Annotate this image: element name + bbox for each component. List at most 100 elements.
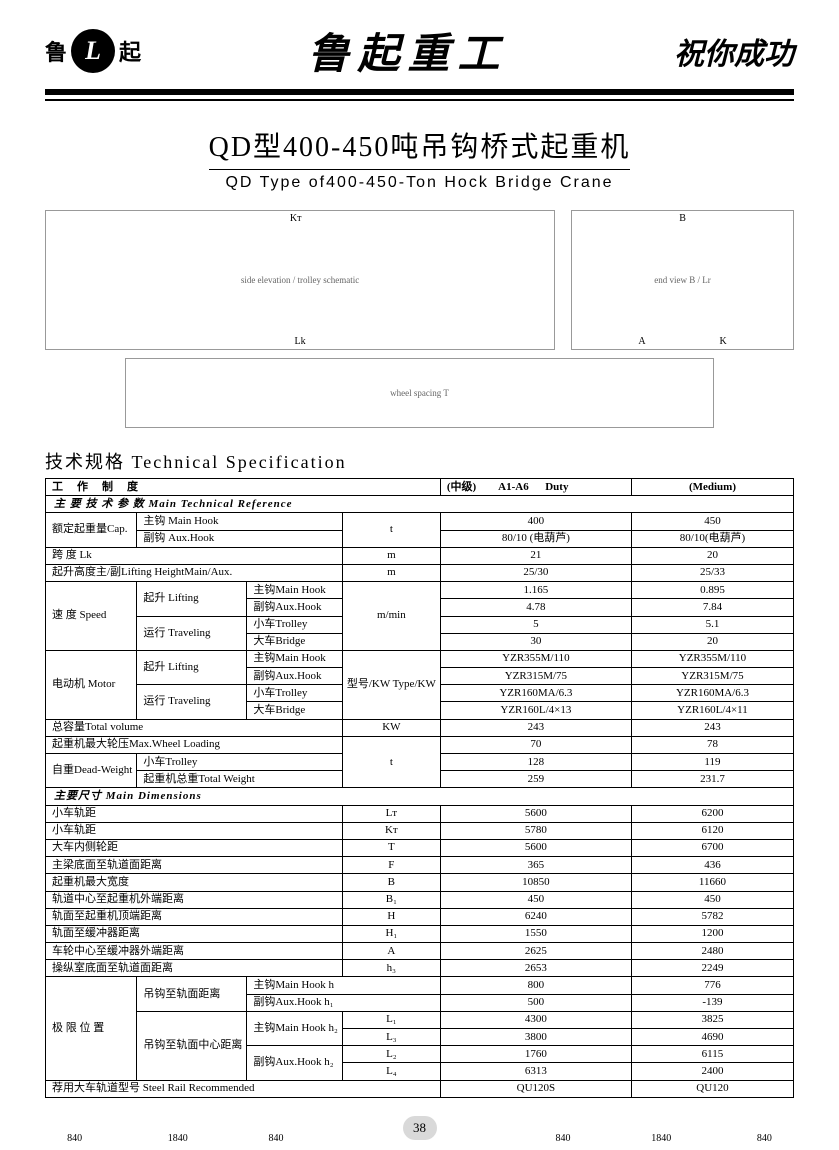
duty-c2: 作 [77, 481, 102, 493]
traveling-label: 运行 Traveling [137, 616, 247, 650]
b1-sym: B₁ [342, 891, 440, 908]
unit-m2: m [342, 564, 440, 581]
f-sym: F [342, 857, 440, 874]
limit-main-1: 776 [631, 977, 793, 994]
h1-label: 轨面至缓冲器距离 [46, 925, 343, 942]
sp-trolley-label: 小车Trolley [247, 616, 343, 633]
logo-circle-icon: L [71, 29, 115, 73]
unit-mmin: m/min [342, 582, 440, 651]
kt-sym: Kᴛ [342, 822, 440, 839]
liftheight-1: 25/33 [631, 564, 793, 581]
h-0: 6240 [440, 908, 631, 925]
diagram-side: end view B / Lr B A K [571, 210, 794, 350]
dead-total-1: 231.7 [631, 771, 793, 788]
dead-label: 自重Dead-Weight [46, 754, 137, 788]
b-sym: B [342, 874, 440, 891]
wheel-dim-6: 840 [757, 1133, 772, 1144]
header: 鲁 L 起 鲁起重工 祝你成功 [45, 20, 794, 81]
rail-label: 荐用大车轨道型号 Steel Rail Recommended [46, 1080, 441, 1097]
limit-l1-1: 3825 [631, 1011, 793, 1028]
limit-main-0: 800 [440, 977, 631, 994]
sp-bridge-0: 30 [440, 633, 631, 650]
h1-sym: H₁ [342, 925, 440, 942]
spec-heading: 技术规格 Technical Specification [45, 448, 794, 474]
span-label: 跨 度 Lk [46, 547, 343, 564]
sp-aux-label: 副钩Aux.Hook [247, 599, 343, 616]
lt-label: 小车轨距 [46, 805, 343, 822]
section-ref: 主 要 技 术 参 数 Main Technical Reference [46, 496, 794, 513]
rule-thick [45, 89, 794, 95]
limit-hook-center: 吊钩至轨面中心距离 [137, 1011, 247, 1080]
motor-traveling: 运行 Traveling [137, 685, 247, 719]
rail-0: QU120S [440, 1080, 631, 1097]
cap-main-1: 450 [631, 513, 793, 530]
sp-bridge-1: 20 [631, 633, 793, 650]
sp-bridge-label: 大车Bridge [247, 633, 343, 650]
mo-bridge-1: YZR160L/4×11 [631, 702, 793, 719]
slogan: 祝你成功 [674, 29, 794, 73]
speed-label: 速 度 Speed [46, 582, 137, 651]
cap-aux-0: 80/10 (电葫芦) [440, 530, 631, 547]
diagram-bottom-hint: wheel spacing T [390, 388, 449, 398]
mo-bridge-0: YZR160L/4×13 [440, 702, 631, 719]
motor-lifting: 起升 Lifting [137, 650, 247, 684]
h-label: 轨面至起重机顶端距离 [46, 908, 343, 925]
logo-right-char: 起 [119, 35, 141, 67]
duty-c4: 度 [127, 481, 152, 493]
totvol-label: 总容量Total volume [46, 719, 343, 736]
diagram-label-lk: Lk [294, 336, 305, 347]
title-cn: QD型400-450吨吊钩桥式起重机 [209, 125, 631, 170]
t-0: 5600 [440, 839, 631, 856]
liftheight-label: 起升高度主/副Lifting HeightMain/Aux. [46, 564, 343, 581]
limit-l3-sym: L₃ [342, 1029, 440, 1046]
page: 鲁 L 起 鲁起重工 祝你成功 QD型400-450吨吊钩桥式起重机 QD Ty… [0, 0, 839, 1150]
h3-sym: h₃ [342, 960, 440, 977]
spec-table: 工作制度 (中级) A1-A6 Duty (Medium) 主 要 技 术 参 … [45, 478, 794, 1098]
span-0: 21 [440, 547, 631, 564]
b-label: 起重机最大宽度 [46, 874, 343, 891]
dead-trolley-label: 小车Trolley [137, 754, 343, 771]
duty-duty: Duty [545, 481, 568, 493]
mo-aux-label: 副钩Aux.Hook [247, 668, 343, 685]
limit-aux-0: 500 [440, 994, 631, 1011]
wheel-dim-1: 840 [67, 1133, 82, 1144]
rail-1: QU120 [631, 1080, 793, 1097]
main-hook-label: 主钩 Main Hook [137, 513, 343, 530]
dead-trolley-1: 119 [631, 754, 793, 771]
f-1: 436 [631, 857, 793, 874]
sp-main-1: 0.895 [631, 582, 793, 599]
motor-label: 电动机 Motor [46, 650, 137, 719]
cap-main-0: 400 [440, 513, 631, 530]
limit-mainhook-sym: 主钩Main Hook h [247, 977, 440, 994]
title-block: QD型400-450吨吊钩桥式起重机 QD Type of400-450-Ton… [45, 125, 794, 192]
dead-total-label: 起重机总重Total Weight [137, 771, 343, 788]
f-0: 365 [440, 857, 631, 874]
duty-c3: 制 [102, 481, 127, 493]
b-1: 11660 [631, 874, 793, 891]
maxwheel-label: 起重机最大轮压Max.Wheel Loading [46, 736, 343, 753]
dead-total-0: 259 [440, 771, 631, 788]
h1-0: 1550 [440, 925, 631, 942]
diagram-label-k: K [720, 336, 727, 347]
kt-label: 小车轨距 [46, 822, 343, 839]
duty-mid: (中级) [447, 481, 476, 493]
mo-trolley-label: 小车Trolley [247, 685, 343, 702]
h1-1: 1200 [631, 925, 793, 942]
logo-left-char: 鲁 [45, 35, 67, 67]
diagram-main-hint: side elevation / trolley schematic [241, 275, 359, 285]
mo-main-1: YZR355M/110 [631, 650, 793, 667]
diagram-bottom: wheel spacing T 840 1840 840 840 1840 84… [125, 358, 714, 428]
limit-l2-sym: L₂ [342, 1046, 440, 1063]
lt-sym: Lᴛ [342, 805, 440, 822]
dead-trolley-0: 128 [440, 754, 631, 771]
wheel-dim-3: 840 [268, 1133, 283, 1144]
totvol-1: 243 [631, 719, 793, 736]
diagram-main: side elevation / trolley schematic Lk Kᴛ [45, 210, 555, 350]
limit-l3-1: 4690 [631, 1029, 793, 1046]
limit-l4-sym: L₄ [342, 1063, 440, 1080]
unit-kw: KW [342, 719, 440, 736]
sp-main-0: 1.165 [440, 582, 631, 599]
duty-row: 工作制度 (中级) A1-A6 Duty (Medium) [46, 479, 794, 496]
sp-trolley-0: 5 [440, 616, 631, 633]
duty-c1: 工 [52, 481, 77, 493]
